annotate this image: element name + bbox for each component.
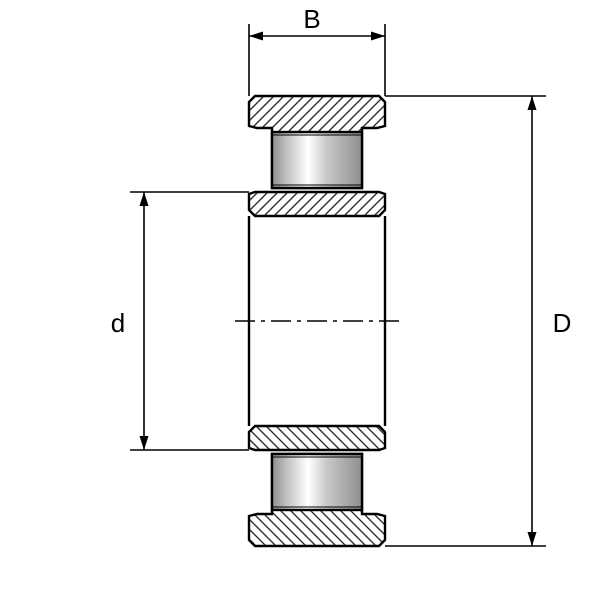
dimension-width: B	[249, 4, 385, 96]
inner-ring-bottom	[249, 426, 385, 450]
roller-top	[272, 132, 362, 188]
dimension-bore: d	[111, 192, 249, 450]
label-width: B	[303, 4, 320, 34]
label-outer: D	[553, 308, 572, 338]
inner-ring-top	[249, 192, 385, 216]
roller-bottom	[272, 454, 362, 510]
bearing-cross-section: Bd D	[0, 0, 600, 600]
dimension-outer: D	[385, 96, 571, 546]
label-bore: d	[111, 308, 125, 338]
